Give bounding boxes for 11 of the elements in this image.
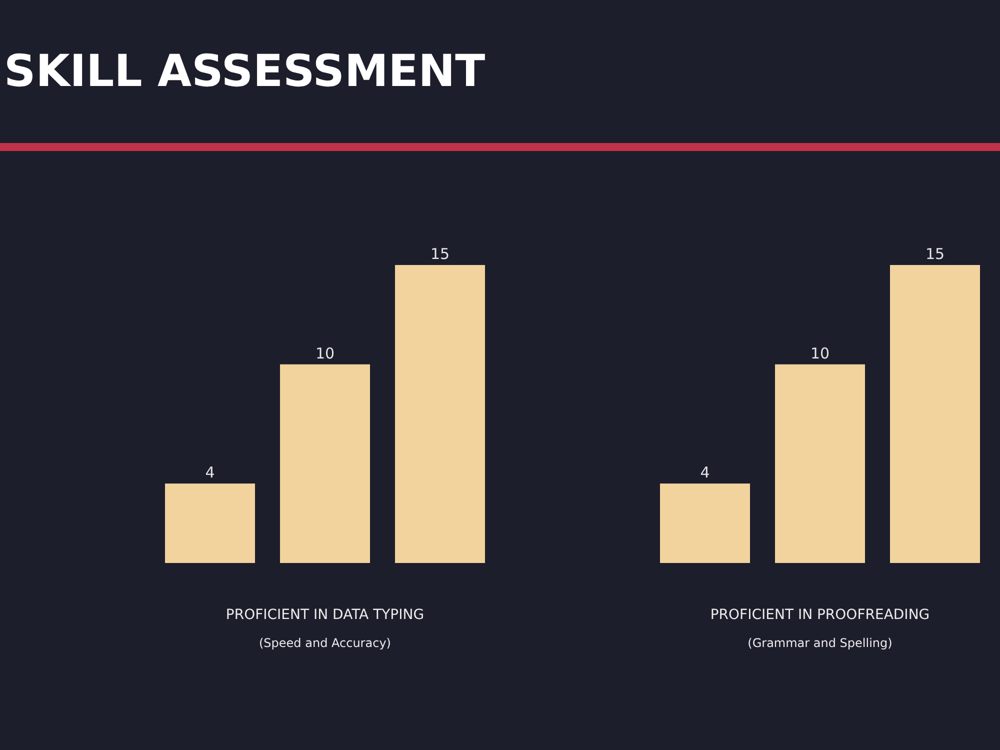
x-axis-title: PROFICIENT IN DATA TYPING	[226, 607, 424, 623]
data-label: 10	[810, 344, 830, 362]
x-axis-title: PROFICIENT IN PROOFREADING	[710, 607, 930, 623]
text: (Speed and Accuracy)	[259, 636, 391, 650]
data-label: 10	[315, 344, 335, 362]
data-label: 4	[700, 464, 710, 482]
chart-title: SKILL ASSESSMENT	[4, 46, 486, 97]
text: (Grammar and Spelling)	[748, 636, 892, 650]
data-label: 4	[205, 464, 215, 482]
data-label: 15	[925, 245, 945, 263]
data-label: 15	[430, 245, 450, 263]
